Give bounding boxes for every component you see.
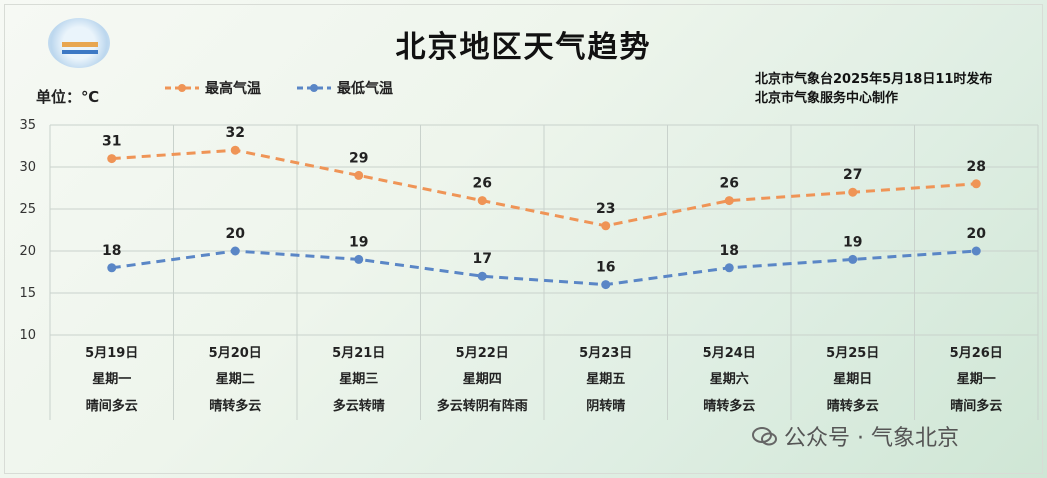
- legend-low-marker-icon: [297, 84, 331, 92]
- data-label: 29: [349, 150, 368, 166]
- data-label: 18: [102, 243, 121, 259]
- data-point: [354, 254, 364, 264]
- date-label: 5月25日: [826, 346, 879, 361]
- date-label: 5月26日: [950, 346, 1003, 361]
- data-label: 19: [843, 234, 862, 250]
- chart-frame: [4, 4, 1043, 474]
- weekday-label: 星期一: [92, 372, 131, 387]
- legend-high-label: 最高气温: [205, 81, 261, 97]
- date-label: 5月21日: [332, 346, 385, 361]
- series-line-high: [111, 148, 977, 228]
- data-label: 17: [473, 251, 492, 267]
- data-point: [477, 196, 487, 206]
- data-point: [230, 145, 240, 155]
- data-label: 28: [967, 159, 986, 175]
- data-point: [230, 246, 240, 256]
- weekday-label: 星期日: [833, 372, 872, 387]
- date-label: 5月20日: [209, 346, 262, 361]
- data-point: [848, 187, 858, 197]
- weekday-label: 星期三: [339, 372, 378, 387]
- date-label: 5月22日: [456, 346, 509, 361]
- issuer-info: 北京市气象台2025年5月18日11时发布 北京市气象服务中心制作: [755, 70, 992, 108]
- data-point: [477, 271, 487, 281]
- series-line-low: [111, 249, 977, 287]
- data-point: [724, 196, 734, 206]
- y-tick-label: 20: [19, 244, 36, 259]
- weather-label: 晴转多云: [703, 398, 755, 414]
- chart-title: 北京地区天气趋势: [395, 30, 652, 65]
- y-tick-label: 15: [19, 286, 36, 301]
- data-label: 23: [596, 201, 615, 217]
- weather-label: 多云转阴有阵雨: [437, 398, 528, 414]
- y-tick-label: 10: [19, 328, 36, 343]
- weekday-label: 星期一: [957, 372, 996, 387]
- data-point: [601, 221, 611, 231]
- wechat-icon: [752, 427, 777, 446]
- y-tick-label: 35: [19, 118, 36, 133]
- issuer-line-2: 北京市气象服务中心制作: [755, 91, 899, 106]
- data-point: [601, 280, 611, 290]
- weather-label: 晴转多云: [827, 398, 879, 414]
- weather-label: 多云转晴: [333, 398, 385, 414]
- legend-item-high: 最高气温: [165, 78, 261, 98]
- weather-label: 晴间多云: [86, 398, 138, 414]
- data-label: 27: [843, 167, 862, 183]
- data-label: 16: [596, 260, 615, 276]
- data-label: 31: [102, 134, 121, 150]
- data-point: [848, 254, 858, 264]
- legend-item-low: 最低气温: [297, 78, 393, 98]
- weather-label: 阴转晴: [586, 398, 625, 414]
- data-label: 20: [967, 226, 987, 242]
- data-point: [971, 246, 981, 256]
- watermark: 公众号 · 气象北京: [752, 420, 959, 452]
- data-label: 32: [226, 125, 245, 141]
- legend-low-label: 最低气温: [337, 81, 393, 97]
- data-label: 18: [720, 243, 739, 259]
- data-label: 26: [473, 176, 492, 192]
- weekday-label: 星期五: [586, 372, 625, 387]
- data-label: 20: [226, 226, 246, 242]
- data-point: [971, 179, 981, 189]
- date-label: 5月23日: [579, 346, 632, 361]
- data-point: [354, 170, 364, 180]
- weather-label: 晴间多云: [950, 398, 1002, 414]
- unit-label: 单位：℃: [36, 88, 100, 106]
- weekday-label: 星期二: [216, 372, 255, 387]
- data-label: 26: [720, 176, 739, 192]
- meteorological-logo: [48, 18, 110, 68]
- y-tick-label: 25: [19, 202, 36, 217]
- data-point: [107, 263, 117, 273]
- issuer-line-1: 北京市气象台2025年5月18日11时发布: [755, 72, 993, 87]
- weather-label: 晴转多云: [209, 398, 261, 414]
- watermark-text: 公众号 · 气象北京: [784, 426, 959, 451]
- date-label: 5月24日: [703, 346, 756, 361]
- data-point: [107, 154, 117, 164]
- legend-high-marker-icon: [165, 84, 199, 92]
- data-point: [724, 263, 734, 273]
- y-tick-label: 30: [19, 160, 36, 175]
- weekday-label: 星期四: [463, 372, 502, 387]
- weekday-label: 星期六: [710, 371, 749, 387]
- data-label: 19: [349, 234, 368, 250]
- date-label: 5月19日: [85, 346, 138, 361]
